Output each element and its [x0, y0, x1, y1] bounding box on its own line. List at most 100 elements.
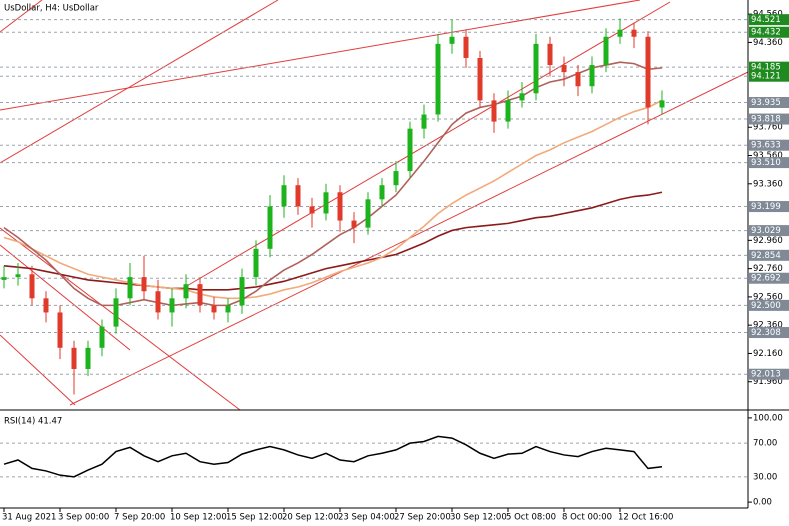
rsi-line — [3, 435, 663, 478]
level-box — [749, 249, 789, 261]
candle-body — [239, 277, 245, 306]
x-tick-label: 27 Sep 20:00 — [394, 513, 451, 523]
candle-body — [617, 29, 623, 37]
candle-body — [1, 277, 7, 280]
candle-body — [449, 36, 455, 44]
level-label: 92.308 — [751, 328, 781, 338]
level-box — [749, 97, 789, 108]
candle-body — [351, 220, 357, 228]
candle-body — [29, 274, 35, 299]
y-tick-label: 0.00 — [753, 498, 772, 508]
candle-body — [169, 298, 175, 313]
level-box — [749, 225, 789, 237]
moving-average — [3, 191, 663, 291]
candle-body — [57, 312, 63, 348]
y-tick-label: 100.00 — [753, 413, 783, 423]
candle-body — [99, 326, 105, 348]
candle-body — [533, 43, 539, 94]
y-tick-label: 93.560 — [753, 151, 783, 161]
x-tick-label: 31 Aug 2021 — [2, 513, 56, 523]
candle-body — [393, 171, 399, 186]
candle-body — [547, 43, 553, 66]
candle-body — [309, 206, 315, 214]
candle-body — [561, 65, 567, 73]
candle-body — [365, 199, 371, 228]
candle-body — [43, 298, 49, 313]
level-label: 93.633 — [751, 141, 781, 151]
candle-body — [631, 29, 637, 37]
level-box — [749, 327, 789, 339]
chart-title: UsDollar, H4: UsDollar — [4, 4, 99, 14]
candle-body — [379, 185, 385, 200]
x-tick-label: 15 Sep 12:00 — [226, 513, 283, 523]
x-tick-label: 20 Sep 12:00 — [282, 513, 339, 523]
y-tick-label: 92.960 — [753, 236, 783, 246]
level-box — [749, 61, 789, 73]
candle-body — [197, 284, 203, 306]
x-tick-label: 7 Sep 20:00 — [114, 513, 165, 523]
candle-body — [295, 185, 301, 207]
x-tick-label: 5 Oct 08:00 — [506, 513, 556, 523]
y-tick-label: 92.160 — [753, 349, 783, 359]
candle-body — [477, 57, 483, 101]
level-label: 93.935 — [751, 98, 781, 108]
level-label: 94.185 — [751, 63, 781, 73]
level-label: 94.521 — [751, 15, 781, 25]
level-label: 92.854 — [751, 251, 781, 261]
x-tick-label: 12 Oct 16:00 — [618, 513, 673, 523]
level-box — [749, 201, 789, 213]
level-label: 94.432 — [751, 28, 781, 38]
candle-body — [113, 298, 119, 327]
candle-body — [323, 192, 329, 214]
y-tick-label: 30.00 — [753, 472, 777, 482]
candle-body — [225, 305, 231, 313]
candle-body — [491, 100, 497, 122]
candle-body — [141, 277, 147, 292]
y-tick-label: 92.560 — [753, 292, 783, 302]
x-tick-label: 10 Sep 12:00 — [170, 513, 227, 523]
candle-body — [575, 72, 581, 87]
candle-body — [519, 93, 525, 101]
candle-body — [183, 284, 189, 299]
level-label: 93.199 — [751, 202, 781, 212]
moving-average — [3, 99, 663, 300]
candle-body — [645, 36, 651, 108]
candle-body — [127, 277, 133, 299]
level-label: 92.013 — [751, 370, 781, 380]
level-box — [749, 14, 789, 26]
y-tick-label: 94.360 — [753, 38, 783, 48]
candle-body — [421, 114, 427, 129]
candle-body — [435, 43, 441, 115]
rsi-title: RSI(14) 41.47 — [4, 417, 62, 427]
x-tick-label: 3 Sep 00:00 — [58, 513, 109, 523]
candle-body — [267, 206, 273, 249]
candle-body — [589, 65, 595, 87]
y-tick-label: 91.960 — [753, 377, 783, 387]
level-box — [749, 368, 789, 380]
level-box — [749, 26, 789, 38]
candle-body — [463, 36, 469, 58]
y-tick-label: 93.760 — [753, 123, 783, 133]
level-box — [749, 299, 789, 311]
candle-body — [603, 36, 609, 66]
candle-body — [505, 100, 511, 122]
level-box — [749, 157, 789, 169]
candle-body — [15, 274, 21, 278]
level-label: 93.510 — [751, 158, 781, 168]
candle-body — [253, 248, 259, 278]
level-label: 93.029 — [751, 226, 781, 236]
y-tick-label: 93.360 — [753, 179, 783, 189]
level-box — [749, 113, 789, 125]
x-tick-label: 8 Oct 00:00 — [562, 513, 612, 523]
level-label: 92.692 — [751, 274, 781, 284]
level-label: 94.121 — [751, 72, 781, 82]
candle-body — [85, 347, 91, 369]
level-box — [749, 139, 789, 151]
candle-body — [281, 185, 287, 207]
level-box — [749, 70, 789, 82]
y-tick-label: 92.360 — [753, 321, 783, 331]
candle-body — [337, 192, 343, 221]
level-box — [749, 272, 789, 284]
level-label: 93.818 — [751, 115, 781, 125]
